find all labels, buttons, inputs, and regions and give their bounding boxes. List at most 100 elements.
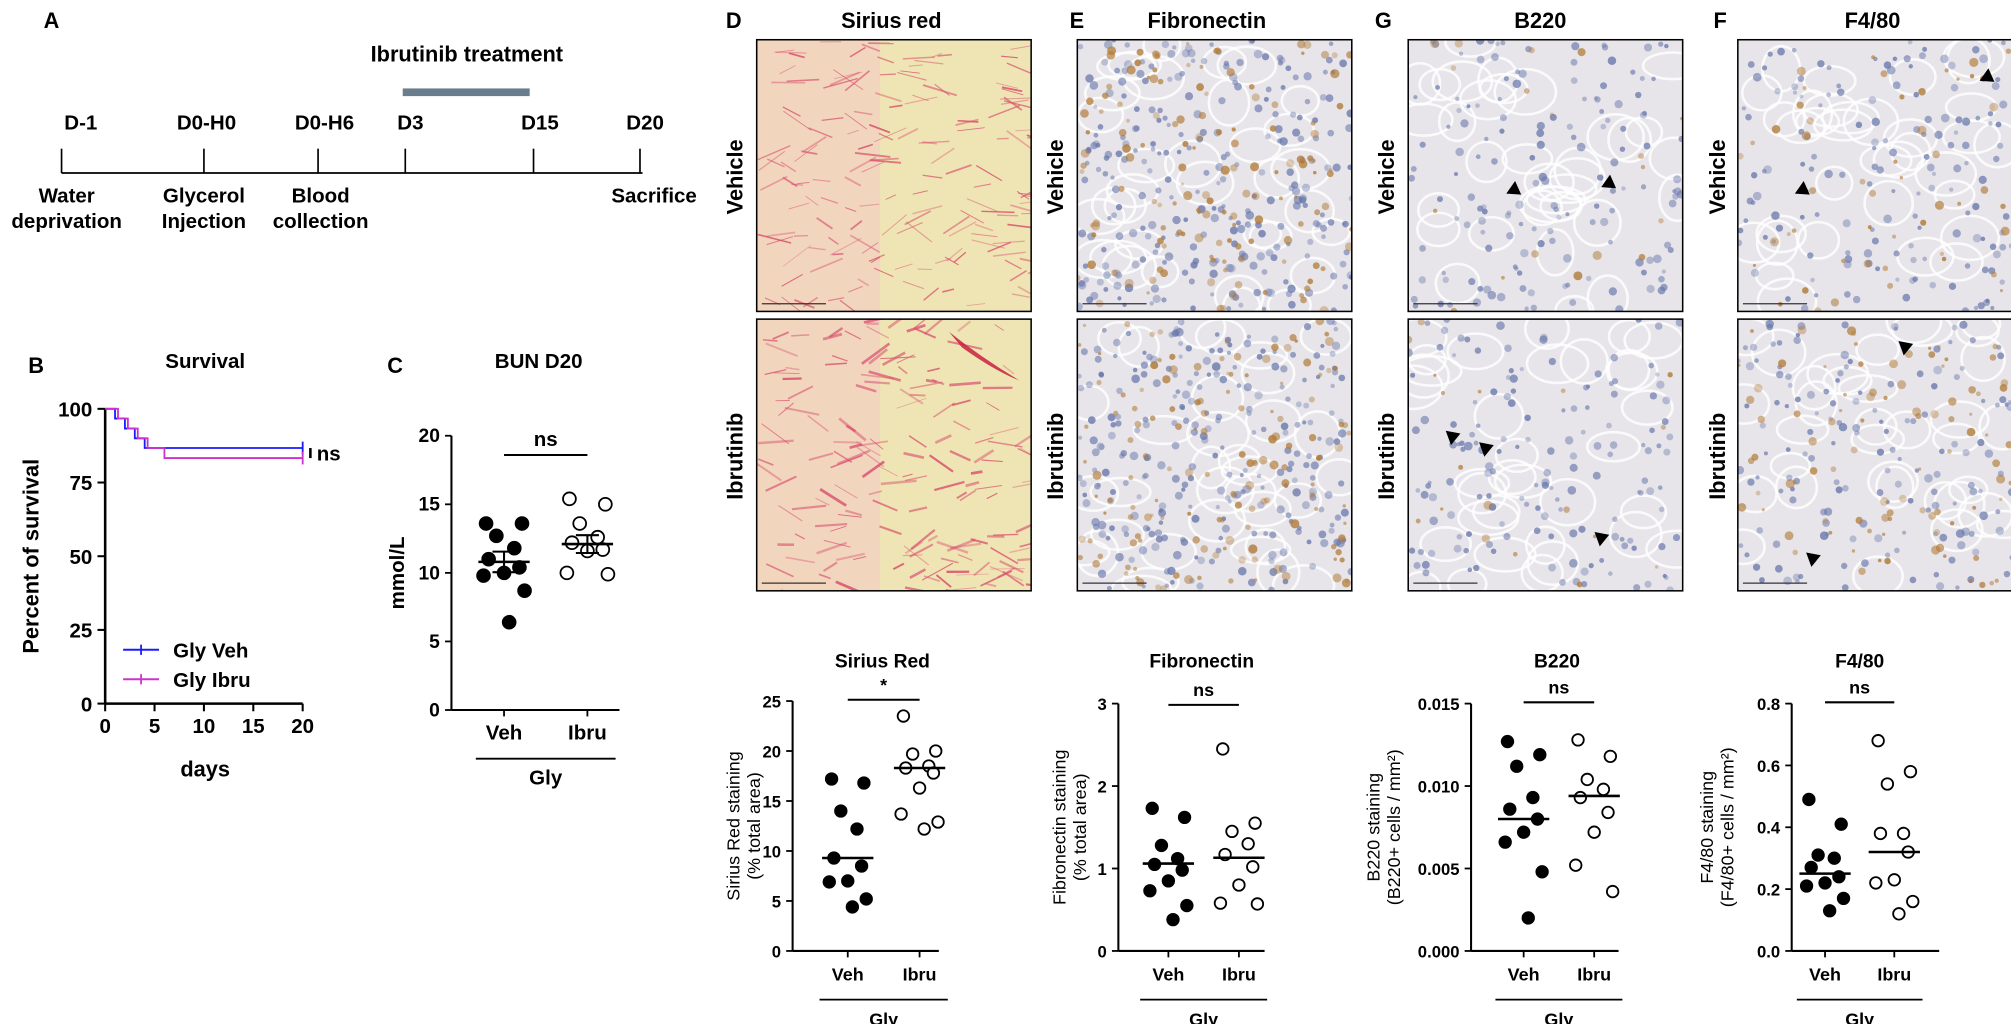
cell-nucleus (1181, 487, 1185, 491)
cell-nucleus (1222, 525, 1230, 533)
cell-nucleus (1753, 564, 1760, 571)
positive-staining (1204, 92, 1209, 97)
cell-nucleus (1602, 44, 1608, 50)
cell-nucleus (1611, 533, 1619, 541)
positive-staining (1134, 421, 1141, 428)
cell-nucleus (1565, 436, 1573, 444)
positive-staining (1195, 133, 1203, 141)
positive-staining (1324, 332, 1329, 337)
cell-nucleus (1277, 223, 1284, 230)
positive-staining (1080, 169, 1085, 174)
cell-nucleus (1668, 247, 1674, 253)
positive-staining (1797, 67, 1806, 76)
cell-nucleus (1960, 366, 1965, 371)
positive-staining (2006, 48, 2011, 53)
cell-nucleus (1558, 507, 1563, 512)
cell-nucleus (1225, 152, 1230, 157)
cell-nucleus (1213, 371, 1220, 378)
data-point-veh (1812, 849, 1824, 861)
cell-nucleus (1642, 477, 1649, 484)
cell-nucleus (1285, 65, 1291, 71)
cell-nucleus (1760, 422, 1766, 428)
positive-staining (1451, 65, 1457, 71)
cell-nucleus (1165, 252, 1173, 260)
cell-nucleus (1161, 534, 1168, 541)
cell-nucleus (1319, 507, 1325, 513)
data-point-ibru (1233, 879, 1245, 891)
y-axis-label-line: (% total area) (744, 772, 764, 880)
cell-nucleus (1295, 528, 1302, 534)
cell-nucleus (1641, 184, 1646, 189)
x-tick-label: Ibru (1577, 964, 1611, 984)
collagen-fiber (903, 555, 923, 556)
cell-nucleus (1265, 134, 1271, 140)
cell-nucleus (1172, 442, 1180, 450)
cell-nucleus (1294, 450, 1301, 457)
cell-nucleus (1254, 50, 1263, 59)
positive-staining (1213, 48, 1219, 54)
positive-staining (1286, 443, 1293, 450)
positive-staining (1335, 549, 1341, 555)
cell-nucleus (1648, 363, 1654, 369)
cell-nucleus (1513, 264, 1518, 269)
data-point-ibru (1249, 817, 1261, 829)
positive-staining (1991, 272, 1997, 278)
cell-nucleus (1764, 451, 1768, 455)
positive-staining (1130, 539, 1137, 546)
cell-nucleus (1297, 115, 1303, 121)
cell-nucleus (1464, 337, 1470, 343)
positive-staining (1658, 218, 1663, 223)
cell-nucleus (1237, 383, 1242, 388)
cell-nucleus (1173, 394, 1178, 399)
cell-nucleus (1799, 94, 1803, 98)
positive-staining (1331, 544, 1336, 549)
cell-nucleus (1912, 276, 1918, 282)
data-point-ibru (1907, 896, 1919, 908)
cell-nucleus (1097, 279, 1104, 286)
event-label: Blood (292, 184, 350, 207)
cell-nucleus (1800, 215, 1805, 220)
cell-nucleus (1189, 278, 1195, 284)
cell-nucleus (1264, 97, 1269, 102)
cell-nucleus (1497, 449, 1502, 454)
positive-staining (1135, 576, 1139, 580)
cell-nucleus (1259, 169, 1266, 176)
cell-nucleus (1872, 118, 1880, 126)
cell-nucleus (1798, 574, 1803, 579)
cell-nucleus (1890, 447, 1896, 453)
cell-nucleus (1798, 75, 1805, 82)
cell-nucleus (1775, 565, 1783, 573)
data-point-veh (482, 553, 495, 566)
cell-nucleus (1421, 416, 1430, 425)
cell-nucleus (1889, 149, 1897, 157)
cell-nucleus (1326, 94, 1334, 102)
cell-nucleus (1081, 348, 1088, 355)
cell-nucleus (1610, 441, 1618, 449)
cell-nucleus (1425, 320, 1431, 326)
cell-nucleus (1511, 388, 1516, 393)
data-point-veh (1803, 794, 1815, 806)
positive-staining (1942, 257, 1947, 262)
x-axis-label: days (180, 757, 230, 782)
cell-nucleus (1133, 148, 1138, 153)
cell-nucleus (1209, 348, 1215, 354)
chart-title: Survival (165, 350, 245, 373)
positive-staining (1124, 571, 1129, 576)
positive-staining (1245, 481, 1254, 490)
positive-staining (1160, 225, 1166, 231)
cell-nucleus (1415, 488, 1420, 493)
cell-nucleus (1196, 583, 1203, 590)
data-point-veh (1522, 912, 1534, 924)
positive-staining (1996, 475, 2005, 484)
cell-nucleus (1078, 280, 1085, 287)
cell-nucleus (1902, 531, 1906, 535)
cell-nucleus (1771, 211, 1780, 220)
chart-title: Sirius Red (835, 652, 930, 673)
cell-nucleus (1254, 391, 1262, 399)
cell-nucleus (1193, 258, 1200, 265)
positive-staining (1928, 347, 1931, 350)
cell-nucleus (1970, 337, 1976, 343)
cell-nucleus (1098, 530, 1106, 538)
cell-nucleus (1611, 391, 1618, 398)
data-point-ibru (1893, 908, 1905, 920)
